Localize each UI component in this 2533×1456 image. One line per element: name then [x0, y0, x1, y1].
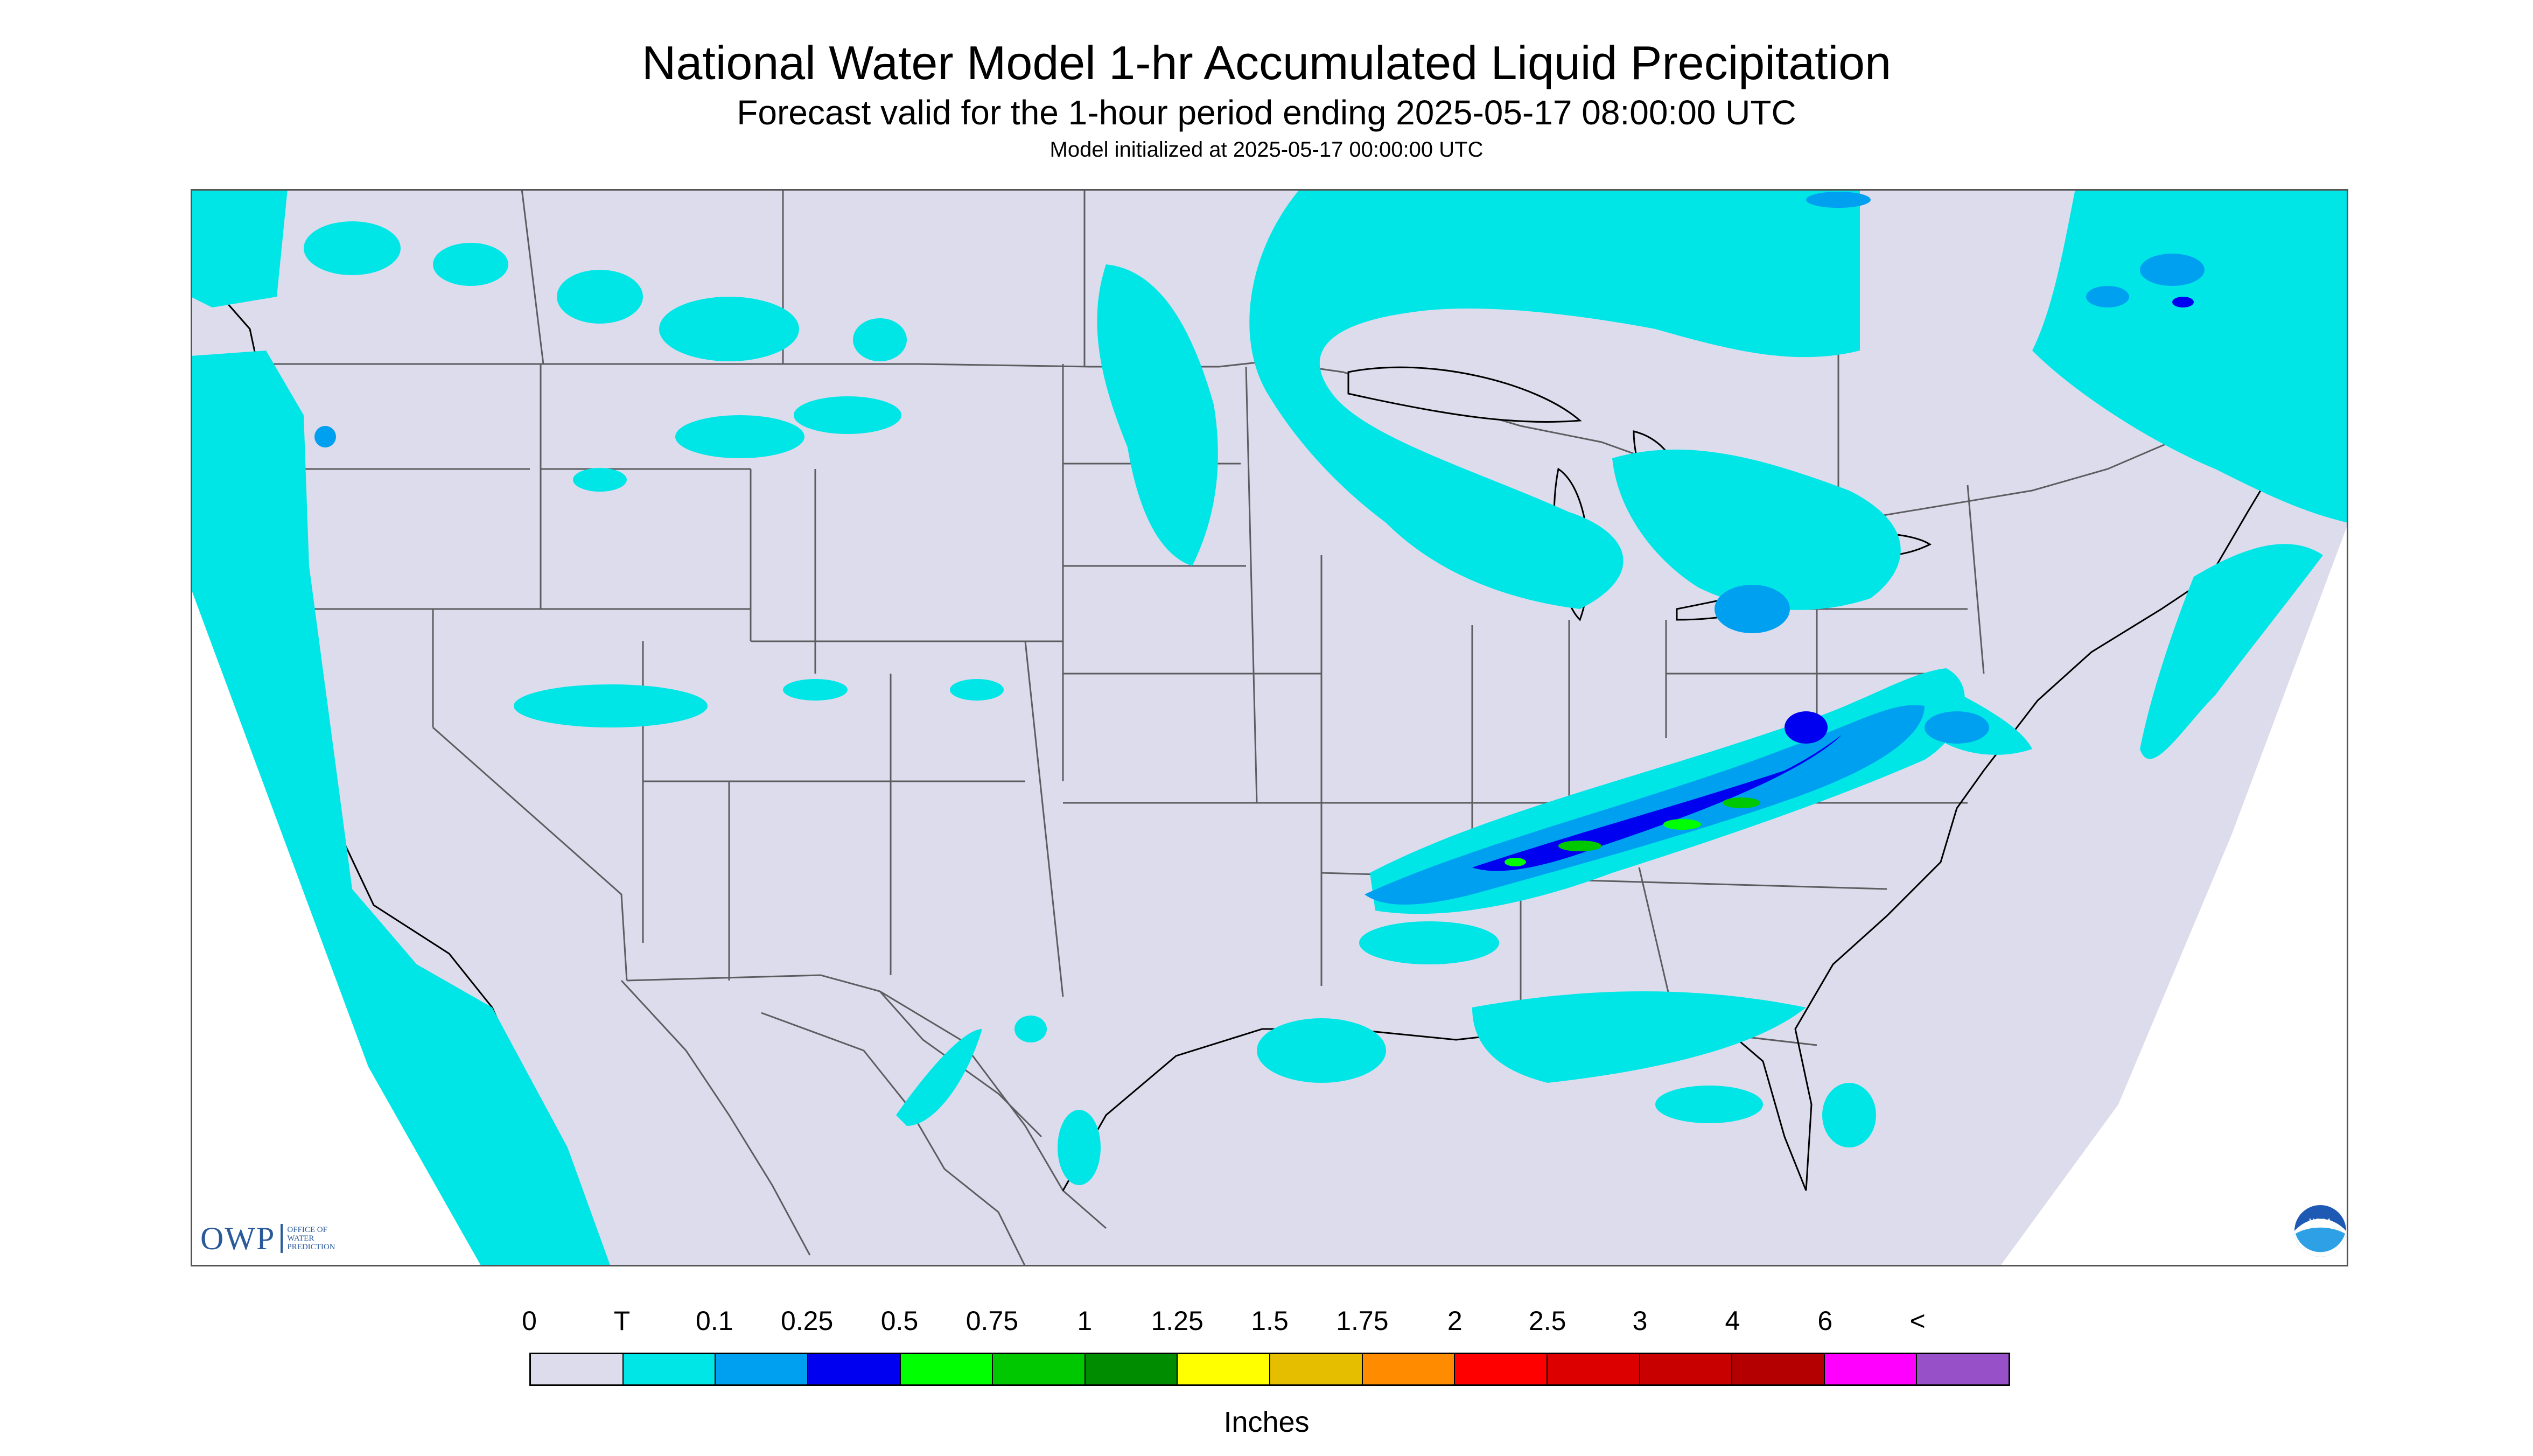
legend-swatch	[1824, 1354, 1918, 1384]
legend-tick: 1	[1077, 1306, 1093, 1336]
precip-moderate-areas	[1472, 297, 2194, 871]
noaa-logo: NOAA	[2294, 1205, 2346, 1257]
legend-tick-labels: 0 T 0.1 0.25 0.5 0.75 1 1.25 1.5 1.75 2 2.5 3 4 6 <	[0, 1305, 2533, 1343]
legend-swatch	[900, 1354, 993, 1384]
model-init-text: Model initialized at 2025-05-17 00:00:00…	[1049, 138, 1484, 162]
legend-tick: 1.75	[1336, 1306, 1389, 1336]
political-boundaries	[212, 189, 2265, 1266]
legend-swatch	[1085, 1354, 1178, 1384]
legend-swatch	[1640, 1354, 1733, 1384]
map-title: National Water Model 1-hr Accumulated Li…	[641, 36, 1892, 89]
map-subtitle: Forecast valid for the 1-hour period end…	[737, 93, 1796, 132]
map-domain	[191, 189, 2348, 1266]
legend-swatch	[1270, 1354, 1363, 1384]
map-frame	[191, 189, 2348, 1266]
owp-logo-subtext: OFFICE OF WATER PREDICTION	[287, 1226, 335, 1251]
legend-tick: 1.5	[1251, 1306, 1289, 1336]
owp-logo-text: OWP	[200, 1220, 276, 1256]
legend-tick: T	[613, 1306, 631, 1336]
legend-swatch	[1547, 1354, 1640, 1384]
legend-tick: 3	[1632, 1306, 1648, 1336]
legend-tick: 0.5	[880, 1306, 919, 1336]
legend-swatch	[623, 1354, 716, 1384]
legend-tick: 1.25	[1151, 1306, 1203, 1336]
legend-swatch	[1178, 1354, 1270, 1384]
legend-tick: 0.75	[965, 1306, 1019, 1336]
legend-swatch	[1455, 1354, 1548, 1384]
legend-units-label: Inches	[1223, 1406, 1310, 1438]
owp-logo-divider	[281, 1224, 283, 1253]
legend-swatch	[993, 1354, 1086, 1384]
legend-tick: 2	[1447, 1306, 1463, 1336]
legend-tick: 2.5	[1528, 1306, 1566, 1336]
legend-tick: 4	[1725, 1306, 1740, 1336]
owp-logo: OWP OFFICE OF WATER PREDICTION	[200, 1221, 368, 1256]
precip-light-areas	[314, 192, 2205, 905]
legend-swatch	[808, 1354, 901, 1384]
legend-tick: 6	[1817, 1306, 1833, 1336]
legend-color-bar	[529, 1353, 2010, 1386]
legend-tick: 0.1	[695, 1306, 733, 1336]
legend-swatch	[1732, 1354, 1825, 1384]
legend-swatch	[1362, 1354, 1456, 1384]
precip-heavy-areas	[1505, 797, 1760, 866]
legend-swatch	[716, 1354, 808, 1384]
legend-swatch	[531, 1354, 624, 1384]
noaa-logo-text: NOAA	[2309, 1217, 2332, 1226]
precipitation-map: NOAA	[191, 189, 2348, 1266]
legend-swatch	[1917, 1354, 2009, 1384]
legend-tick: 0.25	[780, 1306, 834, 1336]
legend-tick: <	[1909, 1306, 1926, 1336]
legend-tick: 0	[522, 1306, 537, 1336]
